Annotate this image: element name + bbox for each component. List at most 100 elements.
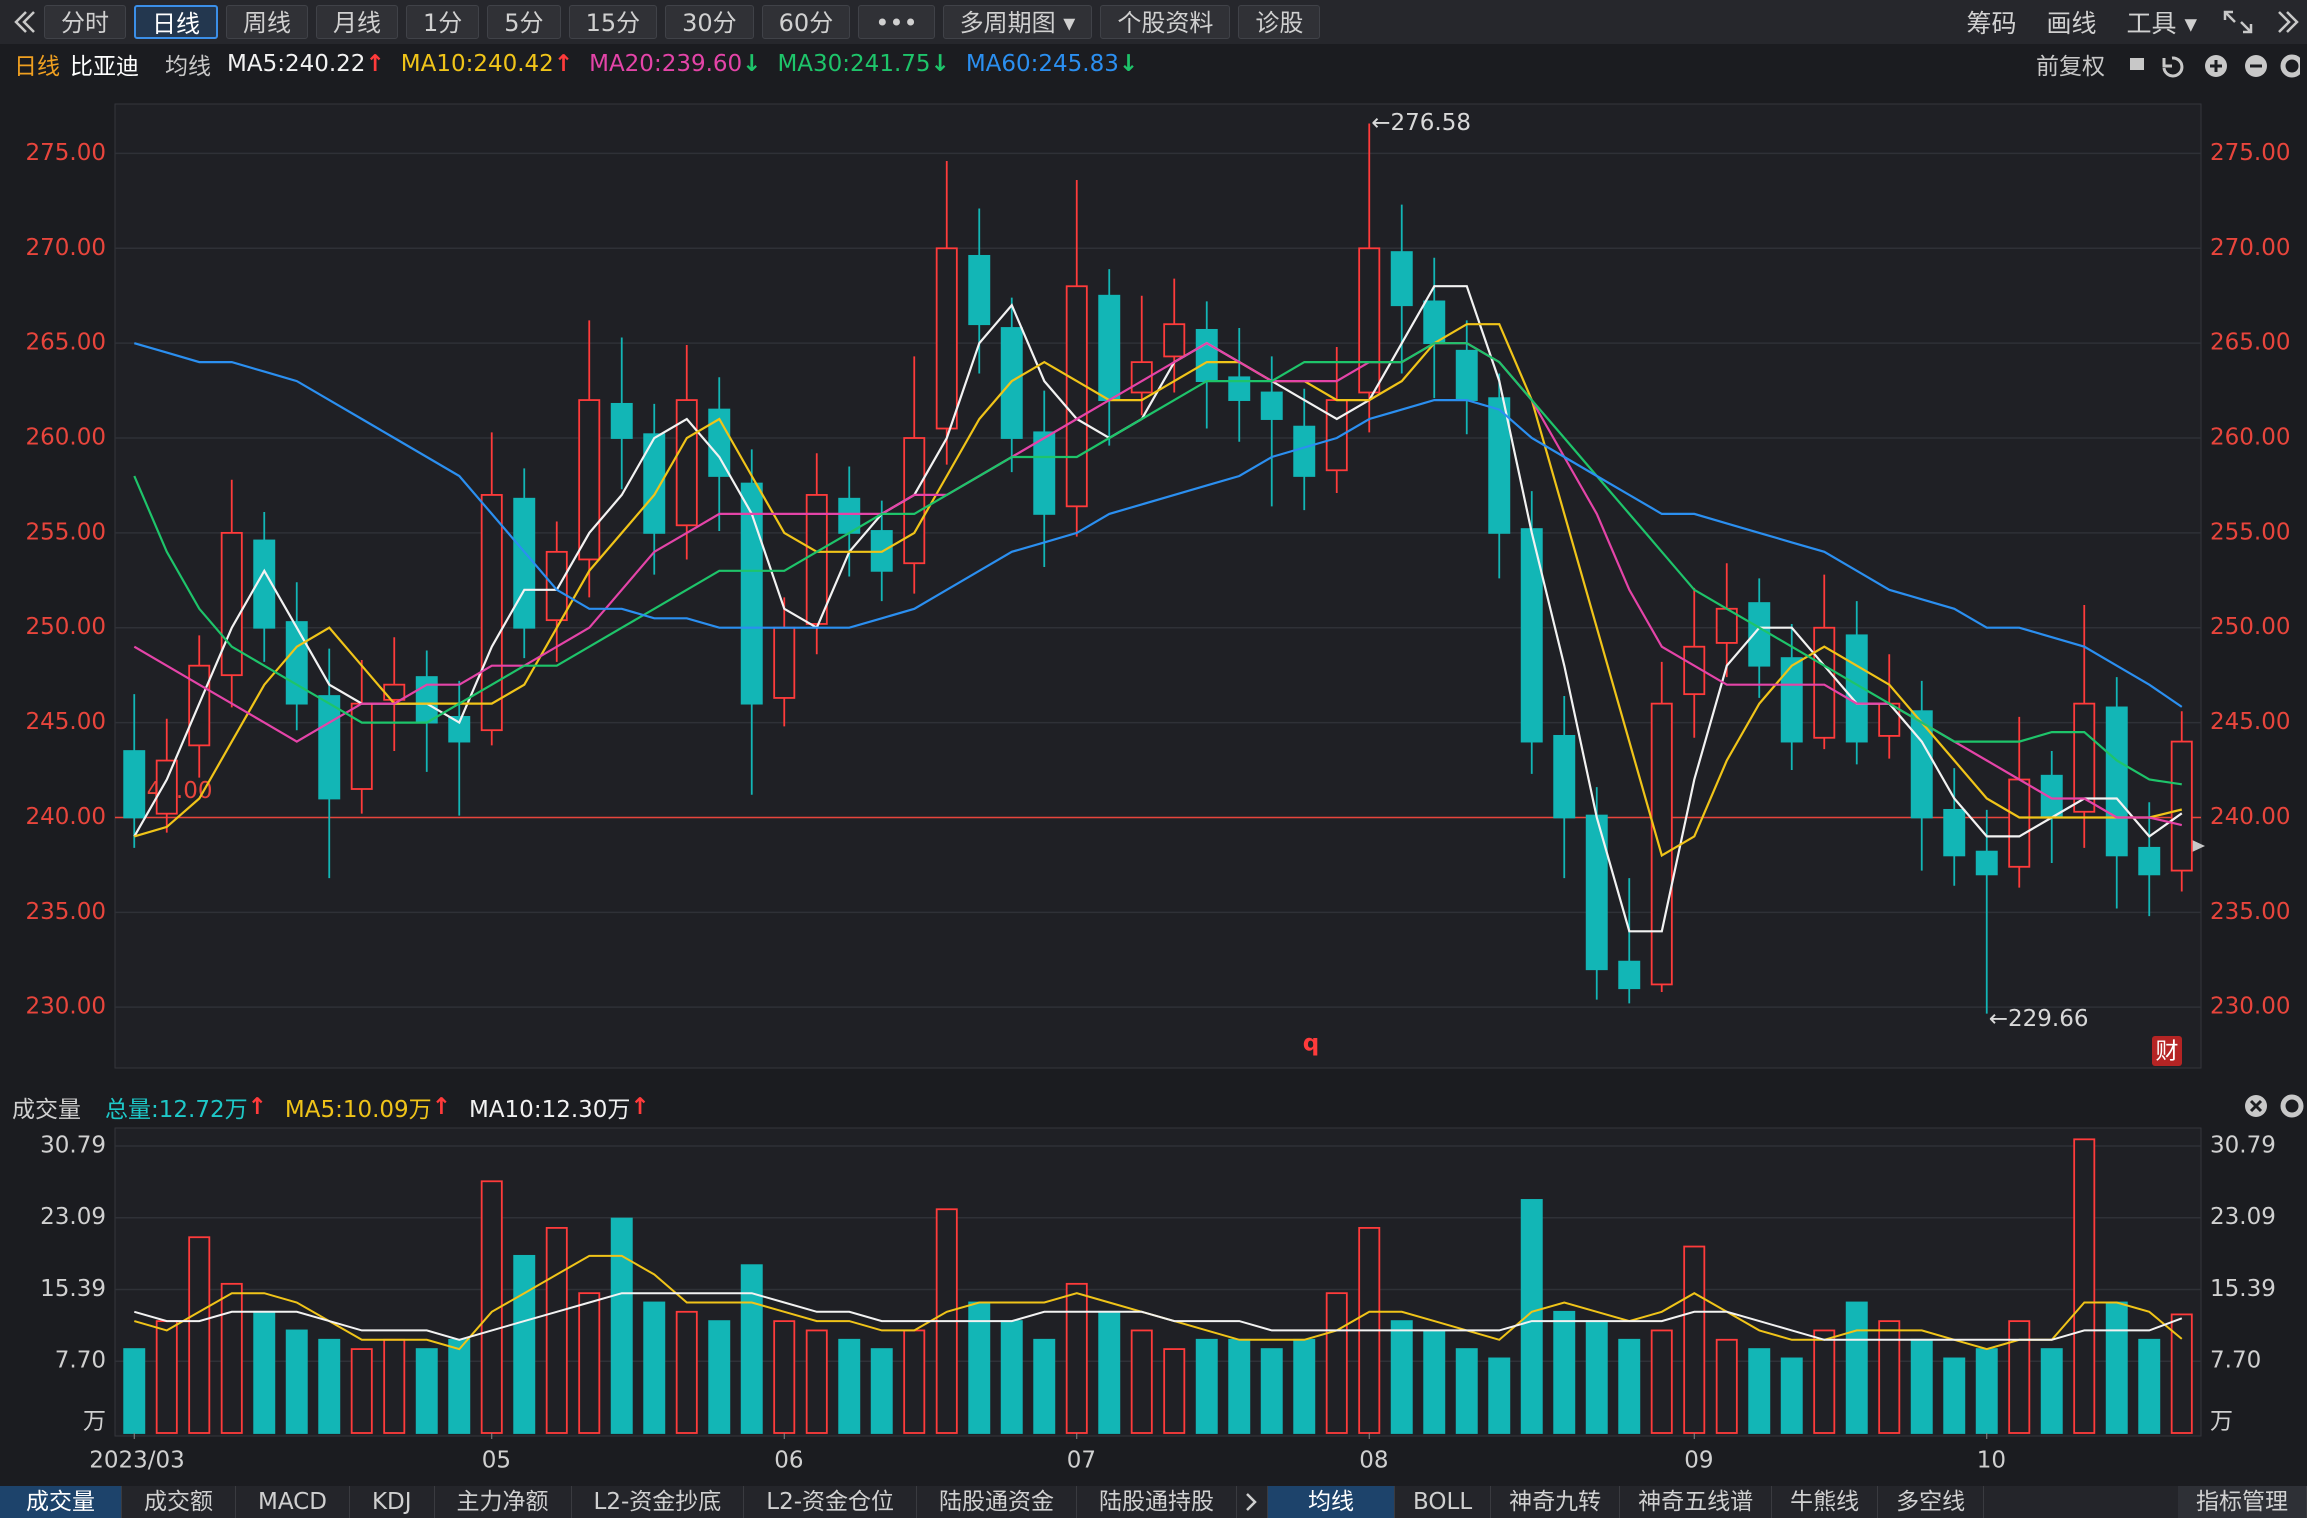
lock-icon[interactable] [2130,58,2144,70]
volume-bar [2008,1320,2031,1434]
period-button[interactable]: 15分 [568,5,658,39]
stock-name: 比亚迪 [70,54,139,80]
overlay-tab[interactable]: 神奇九转 [1491,1486,1621,1518]
indicator-tab[interactable]: 成交额 [122,1486,236,1518]
indicator-header: 日线 比亚迪 均线 MA5:240.22 ↑ MA10:240.42 ↑ MA20:239.6… [0,44,2307,84]
candle-body [220,531,243,677]
candle-body [2170,740,2193,872]
period-button[interactable]: 60分 [761,5,851,39]
candle-body [740,482,763,705]
volume-bar [1260,1348,1283,1434]
badge-bg [2152,1036,2182,1066]
volume-header-bg [0,1086,2307,1126]
volume-bar [513,1254,536,1434]
y-tick-label: 245.00 [26,709,106,735]
reset-icon[interactable] [2162,56,2184,78]
indicator-tab[interactable]: 成交量 [0,1486,122,1518]
y-tick-label-right: 265.00 [2210,330,2290,356]
candle-body [2138,846,2161,876]
tab-scroll[interactable] [1237,1486,1269,1518]
period-button[interactable]: 周线 [226,5,308,39]
volume-bar [903,1329,926,1434]
y-tick-label: 30.79 [40,1132,106,1158]
volume-total: 总量:12.72万 [105,1097,248,1123]
indicator-tab[interactable]: KDJ [350,1486,435,1518]
indicator-tab[interactable]: L2-资金抄底 [572,1486,745,1518]
candle-body [1910,710,1933,819]
period-button[interactable]: 月线 [316,5,398,39]
period-button[interactable]: 30分 [665,5,754,39]
volume-bar [1975,1348,1998,1434]
volume-bar [610,1217,633,1434]
volume-bar [2170,1313,2193,1434]
x-tick-label: 05 [482,1448,511,1474]
period-button[interactable]: 分时 [44,5,126,39]
overlay-tab[interactable]: 牛熊线 [1772,1486,1879,1518]
y-tick-label-right: 30.79 [2210,1132,2276,1158]
candle-body [610,402,633,439]
volume-icons[interactable] [2245,1094,2304,1118]
overlay-tab[interactable]: 神奇五线谱 [1620,1486,1773,1518]
period-button[interactable]: 个股资料 [1100,5,1231,39]
ma-line [133,341,2183,827]
candle-body [1780,657,1803,743]
tool-button[interactable]: 工具 ▾ [2126,9,2198,38]
extreme-label: ←229.66 [1989,1006,2089,1032]
period-button[interactable]: 5分 [487,5,561,39]
y-tick-label-right: 7.70 [2210,1348,2261,1374]
volume-bar [1033,1338,1056,1434]
volume-bar [1130,1329,1153,1434]
candle-body [383,683,406,701]
volume-bar [1195,1338,1218,1434]
volume-bar [708,1320,731,1434]
volume-bar [1943,1357,1966,1434]
collapse-right[interactable] [2278,11,2299,33]
y-tick-label: 255.00 [26,519,106,545]
volume-bar [1520,1199,1543,1434]
manage-tab[interactable]: 指标管理 [2178,1486,2307,1518]
volume-bar [2138,1338,2161,1434]
event-marker: q [1303,1031,1319,1057]
price-pointer [2190,839,2205,853]
indicator-tab[interactable]: 陆股通持股 [1077,1486,1238,1518]
tool-button[interactable]: 画线 [2046,9,2097,38]
volume-bar [318,1338,341,1434]
volume-bar [253,1310,276,1434]
overlay-tab[interactable]: 多空线 [1878,1486,1985,1518]
settings[interactable] [2280,54,2300,78]
period-button[interactable]: 诊股 [1238,5,1321,39]
indicator-tab[interactable]: 陆股通资金 [917,1486,1078,1518]
volume-bar [2105,1301,2128,1434]
volume-bar [1488,1357,1511,1434]
y-tick-label-right: 240.00 [2210,804,2290,830]
period-button[interactable]: ••• [858,5,935,39]
candle-body [155,759,178,815]
candle-body [1423,300,1446,345]
indicator-tab[interactable]: MACD [236,1486,350,1518]
ma-trend: ↓ [1118,51,1139,77]
adjust-label[interactable]: 前复权 [2036,54,2105,80]
volume-bar [1390,1320,1413,1434]
indicator-tab[interactable]: 主力净额 [435,1486,572,1518]
indicator-tab[interactable]: L2-资金仓位 [744,1486,918,1518]
ma-line [133,342,2183,708]
y-tick-label: 7.70 [55,1348,106,1374]
volume-bar [383,1338,406,1434]
volume-bar [1910,1338,1933,1434]
fullscreen-icon[interactable] [2223,10,2253,34]
overlay-tab[interactable]: BOLL [1395,1486,1492,1518]
candle-body [2008,778,2031,868]
volume-bar [1683,1245,1706,1434]
candle-body [1943,808,1966,857]
collapse-left[interactable] [4,0,44,44]
period-button[interactable]: 1分 [406,5,480,39]
period-button[interactable]: 多周期图 ▾ [942,5,1093,39]
period-label: 日线 [14,54,60,80]
period-button[interactable]: 日线 [134,5,218,39]
settings-icon[interactable] [2280,1094,2304,1118]
indicator-tabs: 成交量 成交额 MACD KDJ 主力净额 L2-资金抄底 L2-资金仓位 陆股通资金 陆股通持… [0,1486,2307,1518]
volume-bar [773,1320,796,1434]
tool-button[interactable]: 筹码 [1966,9,2017,38]
overlay-tab[interactable]: 均线 [1268,1486,1396,1518]
